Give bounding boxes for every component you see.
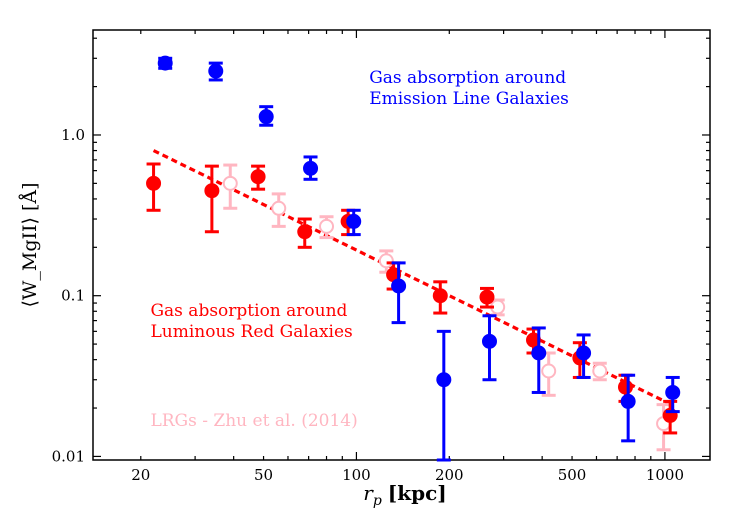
annotation-line: LRGs - Zhu et al. (2014) [150,411,357,431]
data-point [146,175,162,191]
x-tick-label: 200 [435,466,464,484]
data-point [620,393,636,409]
data-point [531,345,547,361]
y-tick-label: 0.01 [52,447,85,465]
data-point [391,278,407,294]
x-tick-label: 100 [342,466,371,484]
data-point [432,288,448,304]
data-point [665,384,681,400]
annotation: Gas absorption around Luminous Red Galaxi… [150,301,352,342]
annotation-layer: Gas absorption around Emission Line Galax… [150,68,568,431]
x-axis-title: rp [kpc] [363,481,446,509]
y-tick-label: 0.1 [61,287,85,305]
x-tick-label: 20 [131,466,150,484]
data-point [204,183,220,199]
data-point [319,218,335,234]
annotation-line: Gas absorption around [150,301,347,321]
data-point [222,175,238,191]
data-point [346,213,362,229]
data-point [479,289,495,305]
x-tick-label: 1000 [646,466,684,484]
data-point [378,253,394,269]
x-axis: 20 50 100 200 500 1000 [131,30,684,484]
data-point [576,345,592,361]
data-point [303,160,319,176]
data-point [526,332,542,348]
annotation: Gas absorption around Emission Line Galax… [369,68,569,109]
series-2 [222,163,672,452]
annotation-line: Gas absorption around [369,68,566,88]
annotation: LRGs - Zhu et al. (2014) [150,411,357,431]
data-point [271,200,287,216]
series-layer [146,55,681,462]
x-axis-title-sub: p [373,493,382,509]
data-point [157,55,173,71]
x-tick-label: 50 [254,466,273,484]
x-axis-title-unit: [kpc] [388,481,447,505]
data-point [592,363,608,379]
y-tick-label: 1.0 [61,126,85,144]
annotation-line: Emission Line Galaxies [369,89,569,109]
data-point [436,372,452,388]
data-point [258,109,274,125]
x-axis-title-var: r [363,481,374,505]
data-point [481,333,497,349]
data-point [617,379,633,395]
data-point [297,224,313,240]
x-tick-label: 500 [558,466,587,484]
annotation-line: Luminous Red Galaxies [150,322,352,342]
y-axis: 0.01 0.1 1.0 [52,37,710,465]
series-0 [157,55,681,462]
y-axis-title: ⟨W_MgII⟩ [Å] [19,182,41,307]
data-point [250,169,266,185]
data-point [208,63,224,79]
data-point [541,363,557,379]
plot-area [92,29,711,461]
